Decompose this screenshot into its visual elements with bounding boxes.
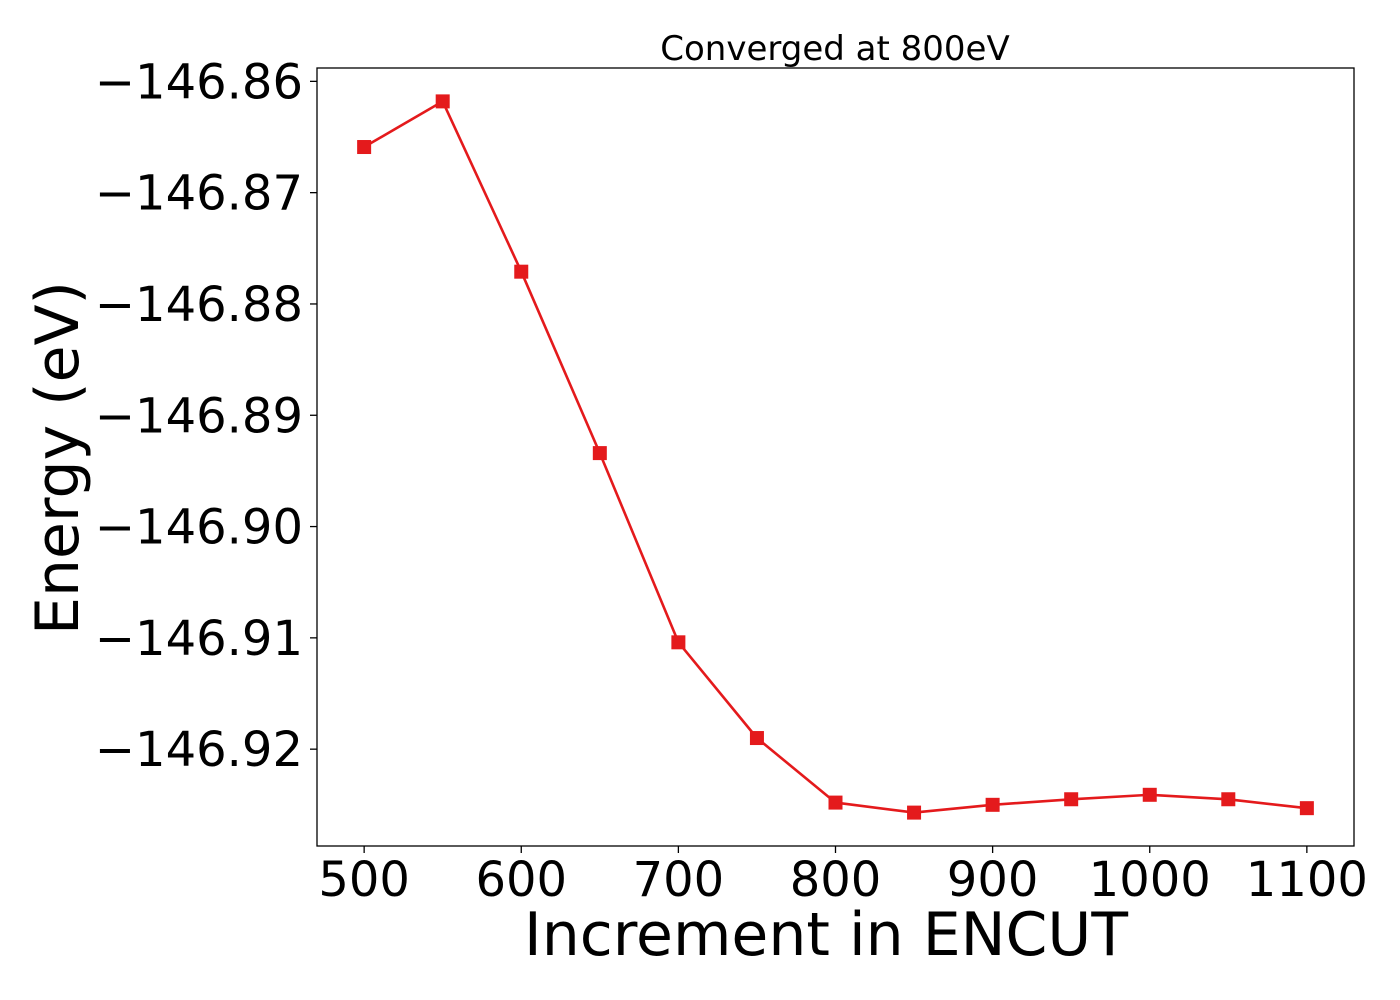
x-axis-title: Increment in ENCUT	[524, 900, 1128, 970]
x-tick-label: 800	[790, 852, 882, 908]
y-tick-label: −146.88	[95, 277, 303, 333]
data-point-marker	[1221, 792, 1236, 807]
y-tick-label: −146.89	[95, 388, 303, 444]
data-point-marker	[1064, 792, 1079, 807]
series-layer	[357, 94, 1314, 820]
data-point-marker	[1299, 801, 1314, 816]
data-point-marker	[907, 805, 922, 820]
y-tick-label: −146.90	[95, 500, 303, 556]
plot-frame	[316, 67, 1355, 847]
x-tick-label: 700	[633, 852, 725, 908]
y-axis-ticks: −146.86 −146.87 −146.88 −146.89 −146.90 −146.…	[95, 54, 317, 778]
data-point-marker	[435, 94, 450, 109]
x-tick-label: 1000	[1089, 852, 1211, 908]
x-tick-label: 900	[947, 852, 1039, 908]
x-tick-label: 500	[318, 852, 410, 908]
x-tick-label: 1100	[1246, 852, 1368, 908]
data-point-marker	[828, 795, 843, 810]
data-point-marker	[671, 635, 686, 650]
data-point-marker	[514, 264, 529, 279]
y-tick-label: −146.92	[95, 722, 303, 778]
y-tick-label: −146.86	[95, 54, 303, 110]
x-axis-ticks: 500 600 700 800 900 1000 1100	[318, 846, 1368, 908]
chart-title: Converged at 800eV	[660, 29, 1009, 69]
x-tick-label: 600	[475, 852, 567, 908]
data-point-marker	[1142, 787, 1157, 802]
y-tick-label: −146.87	[95, 166, 303, 222]
data-point-marker	[357, 140, 372, 155]
y-axis-title: Energy (eV)	[23, 281, 93, 635]
y-tick-label: −146.91	[95, 611, 303, 667]
data-point-marker	[985, 797, 1000, 812]
data-point-marker	[592, 446, 607, 461]
data-point-marker	[749, 731, 764, 746]
